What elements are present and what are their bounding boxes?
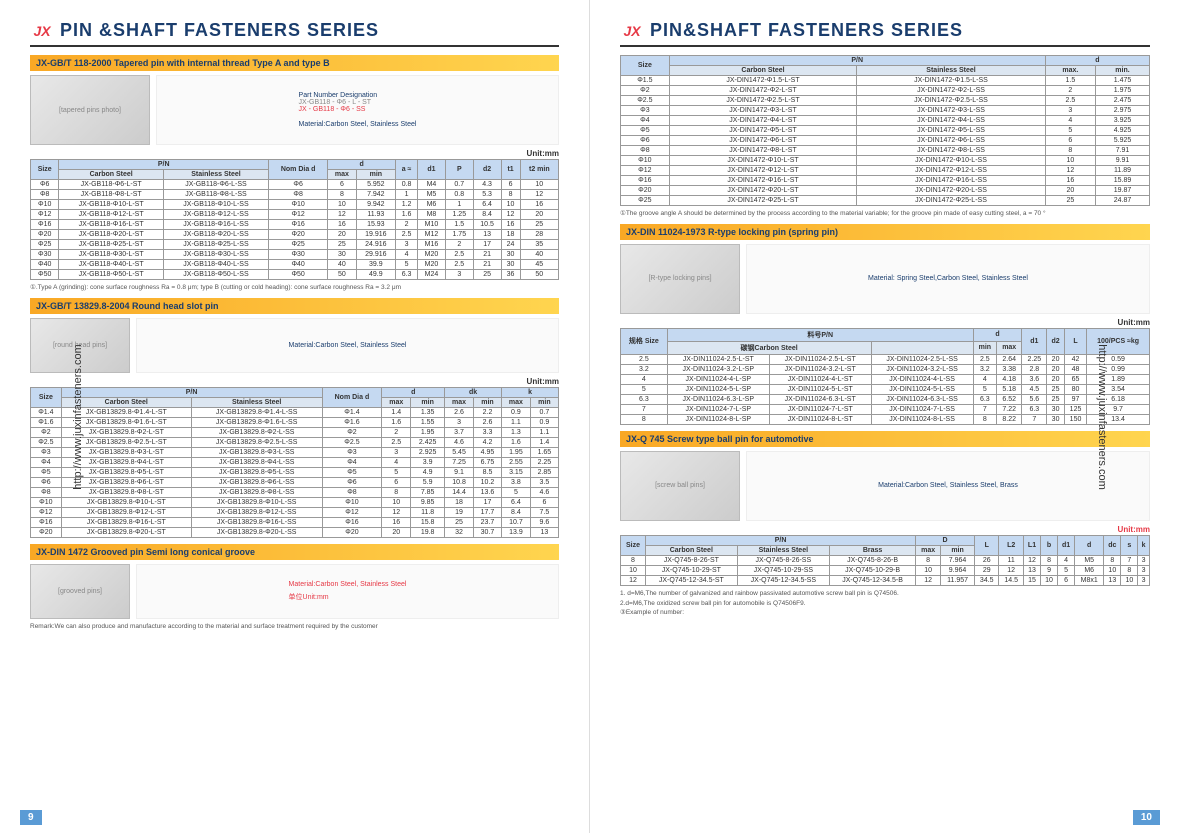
table-row: Φ10JX-GB118-Φ10-L-STJX-GB118-Φ10-L-SSΦ10… xyxy=(31,200,559,210)
table-row: 10JX-Q745-10-29-STJX-Q745-10-29-SSJX-Q74… xyxy=(621,565,1150,575)
unit-label-2: Unit:mm xyxy=(30,377,559,386)
section2-table: SizeP/NNom Dia dddkk Carbon SteelStainle… xyxy=(30,387,559,538)
table-row: Φ10JX-GB13829.8-Φ10-L-STJX-GB13829.8-Φ10… xyxy=(31,497,559,507)
header-title-right: PIN&SHAFT FASTENERS SERIES xyxy=(650,20,963,41)
section1-note: ①.Type A (grinding): cone surface roughn… xyxy=(30,284,559,292)
table-row: Φ3JX-GB13829.8-Φ3-L-STJX-GB13829.8-Φ3-L-… xyxy=(31,447,559,457)
table-row: 12JX-Q745-12-34.5-STJX-Q745-12-34.5-SSJX… xyxy=(621,575,1150,585)
table-row: Φ2.5JX-DIN1472-Φ2.5-L-STJX-DIN1472-Φ2.5-… xyxy=(621,96,1150,106)
table-row: 7JX-DIN11024-7-L-SPJX-DIN11024-7-L-STJX-… xyxy=(621,404,1150,414)
table-row: Φ8JX-GB13829.8-Φ8-L-STJX-GB13829.8-Φ8-L-… xyxy=(31,487,559,497)
url-watermark-right: http://www.juxinfasteners.com xyxy=(1096,344,1108,490)
table-row: Φ20JX-GB13829.8-Φ20-L-STJX-GB13829.8-Φ20… xyxy=(31,527,559,537)
table-row: Φ6JX-DIN1472-Φ6-L-STJX-DIN1472-Φ6-L-SS65… xyxy=(621,136,1150,146)
table-row: 5JX-DIN11024-5-L-SPJX-DIN11024-5-L-STJX-… xyxy=(621,384,1150,394)
table-row: Φ12JX-GB13829.8-Φ12-L-STJX-GB13829.8-Φ12… xyxy=(31,507,559,517)
section2-diagram: Material:Carbon Steel, Stainless Steel xyxy=(136,318,559,373)
section3-remark: Remark:We can also produce and manufactu… xyxy=(30,623,559,631)
section6-table: SizeP/NDLL2L1bd1ddcsk Carbon SteelStainl… xyxy=(620,535,1150,586)
table-row: Φ8JX-DIN1472-Φ8-L-STJX-DIN1472-Φ8-L-SS87… xyxy=(621,146,1150,156)
section5-table: 规格 Size料号P/Ndd1d2L100/PCS ≈kg 碳钢Carbon S… xyxy=(620,328,1150,425)
table-row: Φ5JX-DIN1472-Φ5-L-STJX-DIN1472-Φ5-L-SS54… xyxy=(621,126,1150,136)
table-row: Φ50JX-GB118-Φ50-L-STJX-GB118-Φ50-L-SSΦ50… xyxy=(31,270,559,280)
unit-label-1: Unit:mm xyxy=(30,149,559,158)
page-number-right: 10 xyxy=(1133,810,1160,825)
table-row: Φ25JX-GB118-Φ25-L-STJX-GB118-Φ25-L-SSΦ25… xyxy=(31,240,559,250)
section1-table: SizeP/NNom Dia dda ≈d1Pd2t1t2 min Carbon… xyxy=(30,159,559,280)
table-row: Φ20JX-DIN1472-Φ20-L-STJX-DIN1472-Φ20-L-S… xyxy=(621,186,1150,196)
section1-diagram: Part Number Designation JX-GB118 - Φ6 - … xyxy=(156,75,559,145)
table-row: Φ4JX-DIN1472-Φ4-L-STJX-DIN1472-Φ4-L-SS43… xyxy=(621,116,1150,126)
table-row: Φ16JX-GB13829.8-Φ16-L-STJX-GB13829.8-Φ16… xyxy=(31,517,559,527)
table-row: 4JX-DIN11024-4-L-SPJX-DIN11024-4-L-STJX-… xyxy=(621,374,1150,384)
section6-note3: ③Example of number: xyxy=(620,609,1150,617)
table-row: Φ12JX-GB118-Φ12-L-STJX-GB118-Φ12-L-SSΦ12… xyxy=(31,210,559,220)
section2-content: [round head pins] Material:Carbon Steel,… xyxy=(30,318,559,373)
section5-photo: [R-type locking pins] xyxy=(620,244,740,314)
page-header-right: JX PIN&SHAFT FASTENERS SERIES xyxy=(620,20,1150,47)
section3-content: [grooved pins] Material:Carbon Steel, St… xyxy=(30,564,559,619)
logo-icon: JX xyxy=(30,21,54,41)
section6-diagram: Material:Carbon Steel, Stainless Steel, … xyxy=(746,451,1150,521)
page-spread: http://www.juxinfasteners.com JX PIN &SH… xyxy=(0,0,1180,833)
table-row: Φ1.4JX-GB13829.8-Φ1.4-L-STJX-GB13829.8-Φ… xyxy=(31,407,559,417)
table-row: Φ12JX-DIN1472-Φ12-L-STJX-DIN1472-Φ12-L-S… xyxy=(621,166,1150,176)
left-page: http://www.juxinfasteners.com JX PIN &SH… xyxy=(0,0,590,833)
table-row: Φ30JX-GB118-Φ30-L-STJX-GB118-Φ30-L-SSΦ30… xyxy=(31,250,559,260)
table-row: Φ5JX-GB13829.8-Φ5-L-STJX-GB13829.8-Φ5-L-… xyxy=(31,467,559,477)
section2-title: JX-GB/T 13829.8-2004 Round head slot pin xyxy=(30,298,559,314)
section1-content: [tapered pins photo] Part Number Designa… xyxy=(30,75,559,145)
table-row: Φ40JX-GB118-Φ40-L-STJX-GB118-Φ40-L-SSΦ40… xyxy=(31,260,559,270)
section6-note1: 1. d=M6,The number of galvanized and rai… xyxy=(620,590,1150,598)
table-row: Φ25JX-DIN1472-Φ25-L-STJX-DIN1472-Φ25-L-S… xyxy=(621,196,1150,206)
page-number-left: 9 xyxy=(20,810,42,825)
table-row: 8JX-Q745-8-26-STJX-Q745-8-26-SSJX-Q745-8… xyxy=(621,555,1150,565)
table-row: 3.2JX-DIN11024-3.2-L-SPJX-DIN11024-3.2-L… xyxy=(621,364,1150,374)
table-row: Φ8JX-GB118-Φ8-L-STJX-GB118-Φ8-L-SSΦ887.9… xyxy=(31,190,559,200)
table-row: Φ6JX-GB118-Φ6-L-STJX-GB118-Φ6-L-SSΦ665.9… xyxy=(31,180,559,190)
section1-title: JX-GB/T 118-2000 Tapered pin with intern… xyxy=(30,55,559,71)
section6-title: JX-Q 745 Screw type ball pin for automot… xyxy=(620,431,1150,447)
section3-diagram: Material:Carbon Steel, Stainless Steel 单… xyxy=(136,564,559,619)
logo-icon-right: JX xyxy=(620,21,644,41)
section4-table: SizeP/Nd Carbon SteelStainless Steelmax.… xyxy=(620,55,1150,206)
unit-label-5: Unit:mm xyxy=(620,318,1150,327)
table-row: Φ2.5JX-GB13829.8-Φ2.5-L-STJX-GB13829.8-Φ… xyxy=(31,437,559,447)
right-page: http://www.juxinfasteners.com JX PIN&SHA… xyxy=(590,0,1180,833)
section5-diagram: Material: Spring Steel,Carbon Steel, Sta… xyxy=(746,244,1150,314)
table-row: Φ3JX-DIN1472-Φ3-L-STJX-DIN1472-Φ3-L-SS32… xyxy=(621,106,1150,116)
table-row: Φ2JX-GB13829.8-Φ2-L-STJX-GB13829.8-Φ2-L-… xyxy=(31,427,559,437)
section5-title: JX-DIN 11024-1973 R-type locking pin (sp… xyxy=(620,224,1150,240)
section5-content: [R-type locking pins] Material: Spring S… xyxy=(620,244,1150,314)
section6-note2: 2.d=M6,The oxidized screw ball pin for a… xyxy=(620,600,1150,608)
section1-photo: [tapered pins photo] xyxy=(30,75,150,145)
page-header-left: JX PIN &SHAFT FASTENERS SERIES xyxy=(30,20,559,47)
table-row: 2.5JX-DIN11024-2.5-L-STJX-DIN11024-2.5-L… xyxy=(621,354,1150,364)
url-watermark-left: http://www.juxinfasteners.com xyxy=(72,344,84,490)
section6-photo: [screw ball pins] xyxy=(620,451,740,521)
table-row: 6.3JX-DIN11024-6.3-L-SPJX-DIN11024-6.3-L… xyxy=(621,394,1150,404)
table-row: Φ16JX-GB118-Φ16-L-STJX-GB118-Φ16-L-SSΦ16… xyxy=(31,220,559,230)
table-row: Φ1.5JX-DIN1472-Φ1.5-L-STJX-DIN1472-Φ1.5-… xyxy=(621,76,1150,86)
table-row: Φ20JX-GB118-Φ20-L-STJX-GB118-Φ20-L-SSΦ20… xyxy=(31,230,559,240)
section6-content: [screw ball pins] Material:Carbon Steel,… xyxy=(620,451,1150,521)
table-row: Φ16JX-DIN1472-Φ16-L-STJX-DIN1472-Φ16-L-S… xyxy=(621,176,1150,186)
table-row: Φ10JX-DIN1472-Φ10-L-STJX-DIN1472-Φ10-L-S… xyxy=(621,156,1150,166)
table-row: Φ2JX-DIN1472-Φ2-L-STJX-DIN1472-Φ2-L-SS21… xyxy=(621,86,1150,96)
section3-photo: [grooved pins] xyxy=(30,564,130,619)
table-row: Φ1.6JX-GB13829.8-Φ1.6-L-STJX-GB13829.8-Φ… xyxy=(31,417,559,427)
section3-title: JX-DIN 1472 Grooved pin Semi long conica… xyxy=(30,544,559,560)
header-title-left: PIN &SHAFT FASTENERS SERIES xyxy=(60,20,379,41)
table-row: Φ4JX-GB13829.8-Φ4-L-STJX-GB13829.8-Φ4-L-… xyxy=(31,457,559,467)
table-row: Φ6JX-GB13829.8-Φ6-L-STJX-GB13829.8-Φ6-L-… xyxy=(31,477,559,487)
section4-note: ①The groove angle A should be determined… xyxy=(620,210,1150,218)
unit-label-6: Unit:mm xyxy=(620,525,1150,534)
table-row: 8JX-DIN11024-8-L-SPJX-DIN11024-8-L-STJX-… xyxy=(621,414,1150,424)
